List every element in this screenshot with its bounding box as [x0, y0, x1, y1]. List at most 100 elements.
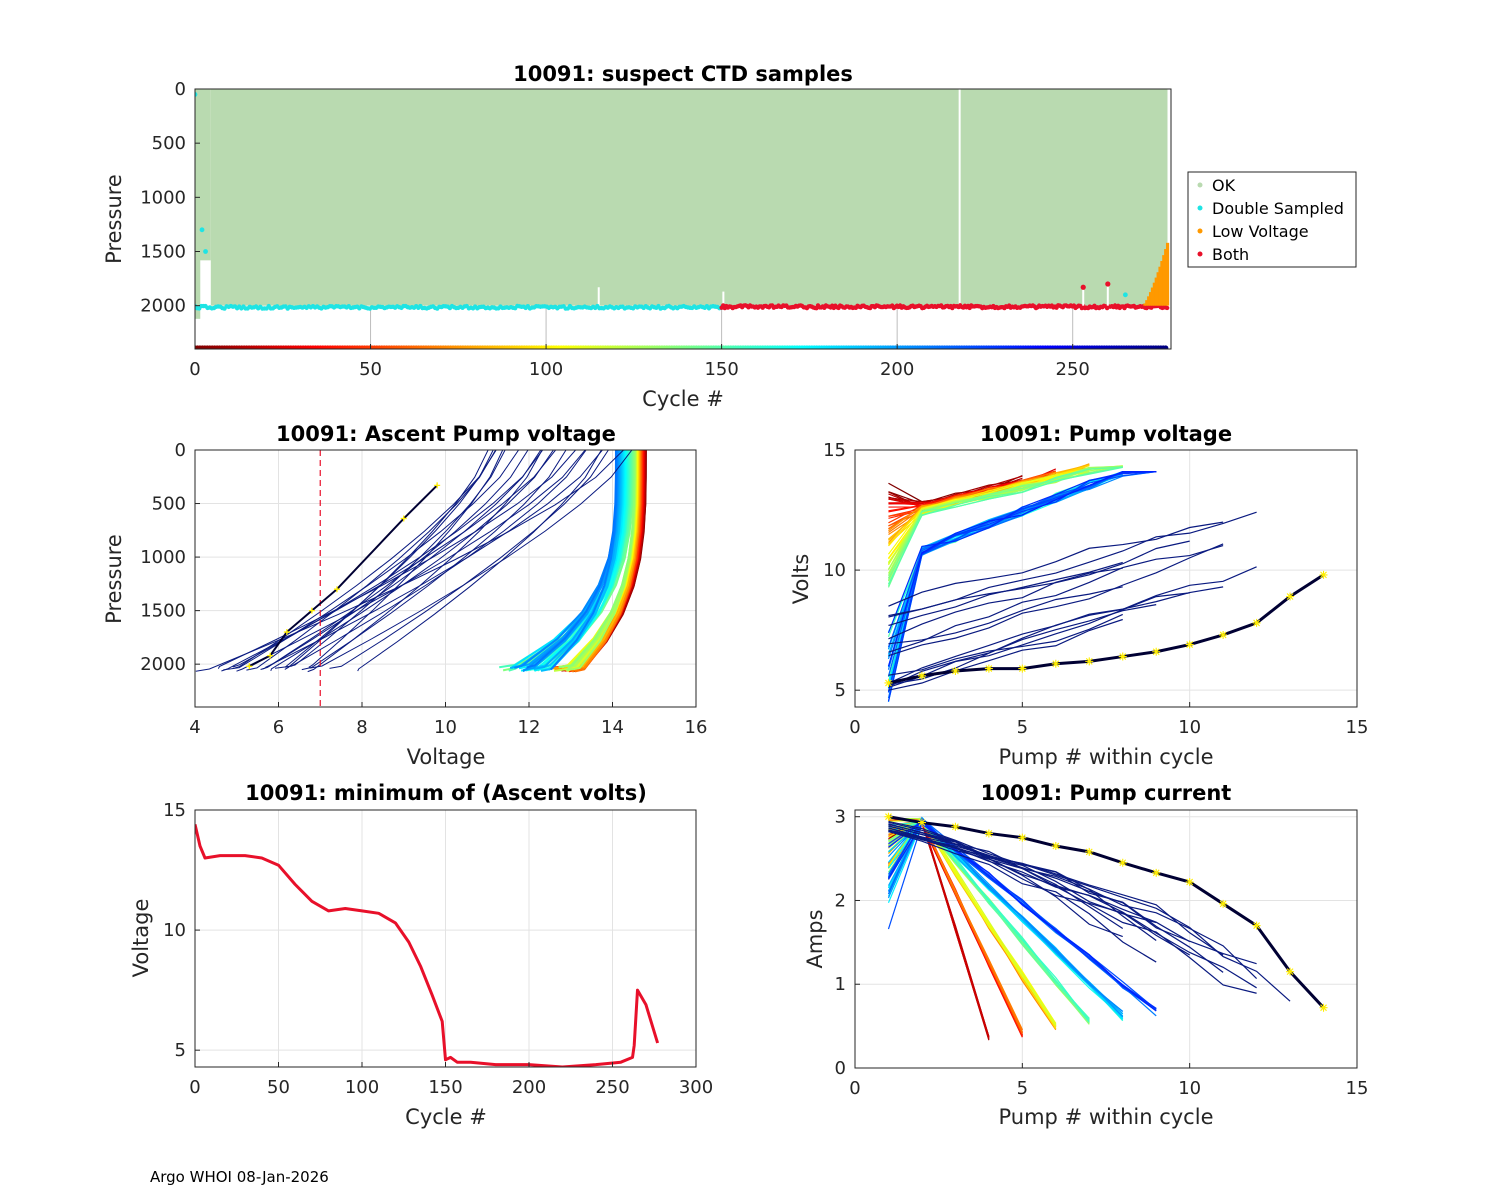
last-cycle-voltage-line — [888, 573, 1325, 685]
ascent-profile-line — [309, 450, 633, 669]
ok-samples-block — [210, 89, 1168, 306]
last-cycle-marker — [1219, 630, 1228, 639]
x-tick-label: 50 — [359, 359, 382, 380]
y-tick-label: 1 — [835, 974, 846, 995]
x-axis-label: Cycle # — [405, 1105, 487, 1129]
ascent-profile-line — [270, 450, 554, 672]
pump-voltage-line — [888, 613, 1123, 676]
pump-current-line — [888, 831, 1291, 1002]
axes-frame — [194, 88, 1172, 350]
x-tick-label: 5 — [1017, 1078, 1028, 1099]
last-cycle-marker — [951, 666, 960, 675]
last-cycle-marker — [1252, 921, 1261, 930]
x-tick-label: 0 — [849, 1078, 860, 1099]
ascent-profile-line — [558, 450, 636, 669]
pump-voltage-line — [888, 567, 1123, 640]
low-voltage-bar — [1152, 282, 1156, 306]
y-tick-label: 15 — [823, 440, 846, 461]
ascent-profile-line — [232, 450, 497, 670]
low-voltage-bar — [1145, 300, 1149, 306]
x-tick-label: 5 — [1017, 717, 1028, 738]
pump-current-line — [888, 819, 1124, 1013]
chart-title: 10091: suspect CTD samples — [513, 62, 853, 86]
x-tick-label: 300 — [679, 1077, 713, 1098]
x-tick-label: 150 — [428, 1077, 462, 1098]
x-axis-label: Cycle # — [642, 387, 724, 411]
low-voltage-bar — [1165, 242, 1170, 306]
cycle-color-point — [1163, 345, 1169, 349]
pump-voltage-line — [887, 471, 1157, 667]
x-tick-label: 10 — [434, 717, 457, 738]
legend-label-double-sampled: Double Sampled — [1212, 199, 1344, 218]
y-tick-label: 2 — [835, 890, 846, 911]
pump-current-line — [888, 829, 1190, 943]
x-tick-label: 150 — [704, 359, 738, 380]
y-tick-label: 0 — [175, 79, 186, 100]
last-cycle-marker — [1018, 833, 1027, 842]
pump-voltage-line — [887, 471, 1124, 650]
y-tick-label: 5 — [175, 1040, 186, 1061]
y-axis-label: Volts — [789, 554, 813, 605]
pump-current-line — [888, 821, 1157, 1012]
ascent-profile-line — [246, 450, 497, 671]
minimum-voltage-line — [195, 824, 660, 1067]
ascent-profile-line — [236, 450, 586, 672]
y-tick-label: 2000 — [140, 296, 186, 317]
last-cycle-marker — [1152, 868, 1161, 877]
legend-label-ok: OK — [1212, 176, 1236, 195]
chart-title: 10091: Pump current — [981, 781, 1232, 805]
x-tick-label: 100 — [345, 1077, 379, 1098]
last-cycle-marker — [1118, 858, 1127, 867]
pump-current-line — [888, 829, 1257, 989]
pump-voltage-line — [887, 471, 1157, 634]
pump-voltage-line — [888, 543, 1224, 657]
y-tick-label: 1500 — [140, 601, 186, 622]
ascent-profile-line — [329, 450, 609, 669]
last-cycle-marker — [1286, 967, 1295, 976]
legend-label-low-voltage: Low Voltage — [1212, 222, 1309, 241]
y-tick-label: 1000 — [140, 187, 186, 208]
last-cycle-marker — [333, 586, 340, 593]
x-tick-label: 0 — [849, 717, 860, 738]
last-cycle-marker — [917, 818, 926, 827]
ok-samples-block — [195, 89, 201, 319]
minimum-ascent-volts-chart: 0 50 100 150 200 250 300 5 10 15 10091: minimum o… — [129, 781, 713, 1129]
y-axis-label: Pressure — [102, 534, 126, 624]
ascent-profile-line — [223, 450, 520, 671]
y-tick-label: 10 — [163, 920, 186, 941]
y-tick-label: 500 — [152, 133, 186, 154]
x-axis-label: Voltage — [407, 745, 486, 769]
x-tick-label: 0 — [189, 1077, 200, 1098]
double-sampled-point — [195, 92, 198, 97]
y-tick-label: 500 — [152, 494, 186, 515]
x-tick-label: 6 — [273, 717, 284, 738]
x-tick-label: 250 — [1056, 359, 1090, 380]
y-tick-label: 0 — [835, 1058, 846, 1079]
y-tick-label: 5 — [835, 680, 846, 701]
pump-voltage-line — [888, 511, 1257, 617]
double-sampled-point — [203, 249, 208, 254]
last-cycle-marker — [1152, 647, 1161, 656]
last-cycle-marker — [1219, 899, 1228, 908]
x-tick-label: 4 — [189, 717, 200, 738]
x-tick-label: 8 — [356, 717, 367, 738]
pump-current-line — [888, 830, 1157, 963]
pump-voltage-line — [887, 472, 1123, 655]
chart-title: 10091: minimum of (Ascent volts) — [245, 781, 647, 805]
pump-voltage-line — [888, 604, 1157, 688]
ascent-profile-line — [221, 450, 556, 672]
last-cycle-marker — [1185, 878, 1194, 887]
x-tick-label: 200 — [512, 1077, 546, 1098]
low-voltage-bar — [1148, 292, 1153, 306]
footer-credit: Argo WHOI 08-Jan-2026 — [150, 1168, 329, 1186]
last-cycle-marker — [267, 652, 274, 659]
last-cycle-marker — [1252, 618, 1261, 627]
last-cycle-marker — [984, 829, 993, 838]
x-tick-label: 0 — [189, 359, 200, 380]
last-cycle-marker — [1319, 1003, 1328, 1012]
last-cycle-marker — [1319, 570, 1328, 579]
last-cycle-marker — [1018, 664, 1027, 673]
x-axis-label: Pump # within cycle — [999, 745, 1214, 769]
low-voltage-bar — [1150, 287, 1155, 306]
pump-current-chart: 0 5 10 15 0 1 2 3 10091: Pump current Pump # wi… — [803, 781, 1368, 1129]
